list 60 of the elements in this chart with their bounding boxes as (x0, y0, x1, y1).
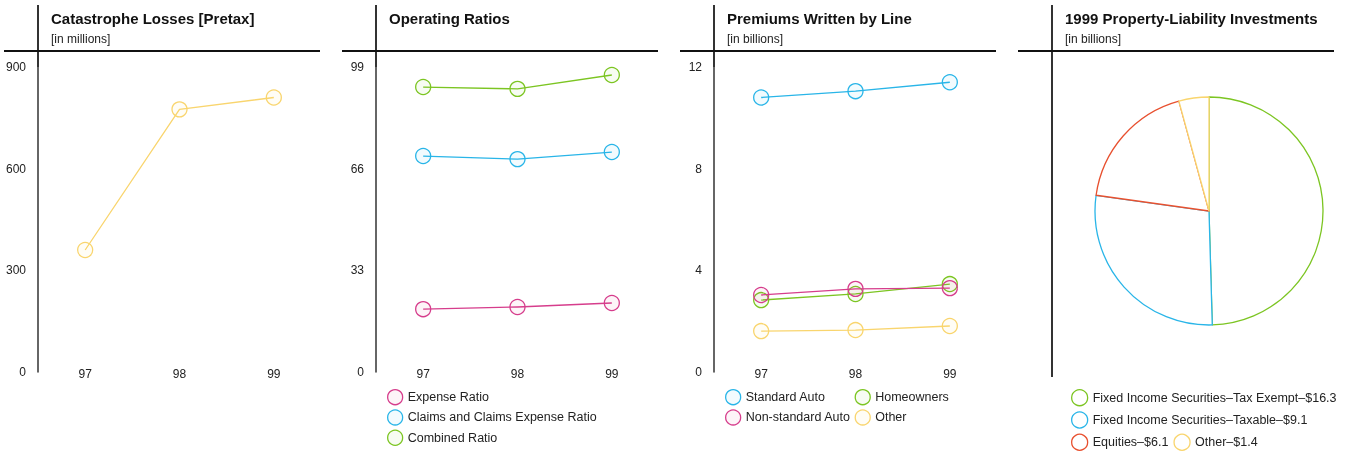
y-tick-label: 4 (695, 263, 703, 278)
chart-title: 1999 Property-Liability Investments (1065, 10, 1318, 27)
legend-label: Other–$1.4 (1195, 435, 1258, 450)
legend-label: Other (875, 410, 907, 425)
point (941, 74, 958, 91)
legend-label: Combined Ratio (407, 430, 498, 445)
chart-title: Premiums Written by Line (727, 10, 912, 27)
legend-label: Fixed Income Securities–Tax Exempt–$16.3 (1092, 390, 1337, 405)
chart-subtitle: [in millions] (51, 32, 111, 46)
x-tick-label: 99 (605, 367, 619, 381)
point (509, 80, 526, 98)
point (941, 279, 958, 297)
y-tick-label: 12 (688, 60, 703, 74)
y-tick-label: 8 (695, 161, 703, 176)
point (415, 78, 432, 96)
y-tick-label: 0 (357, 365, 365, 379)
point (753, 322, 770, 340)
point (847, 83, 864, 100)
x-tick-label: 99 (943, 367, 957, 381)
point (603, 143, 620, 161)
legend-label: Standard Auto (745, 390, 825, 405)
chart-title: Operating Ratios (389, 10, 510, 27)
point (847, 321, 864, 339)
legend-label: Fixed Income Securities–Taxable–$9.1 (1092, 412, 1308, 427)
chart-title: Catastrophe Losses [Pretax] (51, 10, 255, 27)
legend-label: Claims and Claims Expense Ratio (407, 410, 597, 425)
point (753, 89, 770, 106)
x-tick-label: 97 (78, 367, 93, 381)
point (941, 317, 958, 335)
x-tick-label: 99 (267, 367, 281, 381)
point (509, 298, 526, 316)
chart-subtitle: [in billions] (1065, 32, 1122, 46)
x-tick-label: 97 (754, 367, 769, 381)
point (603, 294, 620, 312)
y-tick-label: 900 (5, 60, 27, 74)
y-tick-label: 33 (350, 263, 365, 278)
point (847, 280, 864, 298)
chart-subtitle: [in billions] (727, 32, 784, 46)
point (171, 101, 188, 118)
point (77, 241, 94, 259)
y-tick-label: 300 (5, 263, 27, 278)
x-tick-label: 98 (510, 367, 525, 381)
point (603, 66, 620, 84)
y-tick-label: 66 (350, 161, 365, 176)
point (415, 301, 432, 318)
point (509, 150, 526, 168)
legend-label: Non-standard Auto (745, 410, 850, 425)
y-tick-label: 0 (695, 365, 703, 379)
y-tick-label: 99 (350, 60, 365, 74)
x-tick-label: 98 (848, 367, 863, 381)
x-tick-label: 98 (172, 367, 187, 381)
legend-label: Expense Ratio (407, 390, 489, 405)
legend-label: Equities–$6.1 (1092, 435, 1169, 450)
y-tick-label: 600 (5, 161, 27, 176)
legend-label: Homeowners (875, 390, 949, 405)
point (415, 147, 432, 165)
y-tick-label: 0 (19, 365, 27, 379)
point (753, 286, 770, 304)
point (265, 89, 282, 106)
x-tick-label: 97 (416, 367, 431, 381)
